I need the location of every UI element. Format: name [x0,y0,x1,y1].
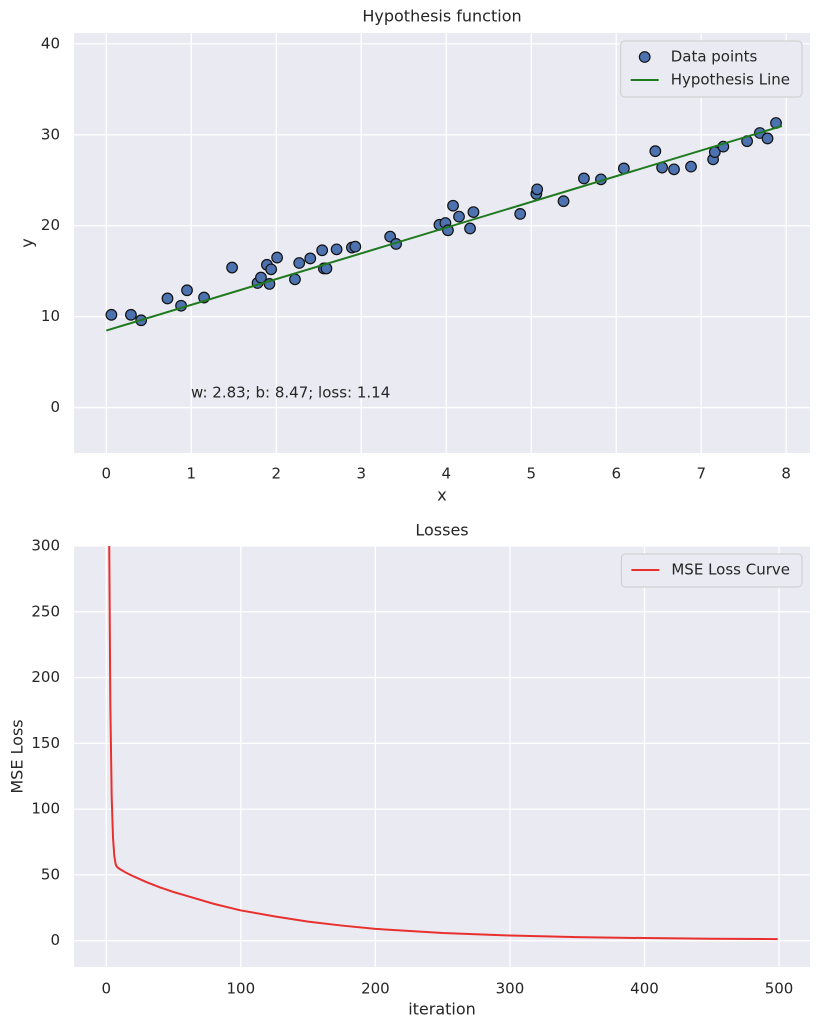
x-tick-label: 4 [441,465,451,483]
data-point [578,172,590,185]
data-point [181,284,193,297]
y-tick-label: 40 [41,34,60,52]
legend: Data points Hypothesis Line [620,40,803,98]
data-point [265,263,278,276]
data-point [293,257,306,269]
y-tick-label: 100 [31,800,60,818]
data-point [447,199,459,212]
y-axis-label: MSE Loss [8,719,27,793]
x-tick-label: 0 [102,465,112,483]
x-tick-label: 7 [696,465,706,483]
y-tick-label: 50 [41,865,60,883]
x-tick-label: 300 [496,980,525,998]
data-point [125,308,137,321]
chart-title: Hypothesis function [362,7,521,26]
y-tick-label: 20 [41,216,60,234]
x-tick-label: 1 [187,465,197,483]
y-tick-label: 150 [31,734,60,752]
line [108,546,778,941]
x-tick-label: 8 [781,465,791,483]
y-axis-label: y [18,238,37,247]
y-tick-label: 250 [31,602,60,620]
plot-area [74,546,810,967]
y-tick-label: 300 [31,537,60,555]
data-point [161,292,174,305]
legend-label: MSE Loss Curve [671,561,790,579]
y-tick-label: 200 [31,668,60,686]
data-point [289,273,301,286]
data-point [464,222,476,235]
data-point [330,243,343,256]
x-tick-label: 3 [356,465,366,483]
x-tick-label: 100 [227,980,256,998]
annotation: w: 2.83; b: 8.47; loss: 1.14 [191,384,390,402]
data-point [304,252,317,265]
line [106,125,783,332]
data-point [649,145,662,158]
data-point [531,183,544,196]
data-point [271,251,284,264]
data-point [226,261,238,274]
legend-box [620,553,803,588]
y-tick-label: 30 [41,125,60,143]
series-layer [108,546,778,941]
x-tick-label: 500 [765,980,794,998]
legend-marker [638,51,651,63]
x-axis-label: x [437,486,446,505]
data-point [668,163,680,176]
x-tick-label: 5 [526,465,536,483]
x-tick-label: 6 [611,465,621,483]
data-point [453,210,465,223]
legend-label: Hypothesis Line [671,71,790,89]
data-point [467,206,480,218]
legend-box [620,40,803,98]
x-tick-label: 200 [361,980,390,998]
x-tick-label: 2 [271,465,281,483]
x-tick-label: 0 [102,980,112,998]
data-point [316,244,329,257]
x-axis-label: iteration [408,1000,476,1019]
data-point [685,160,697,173]
plot-area [74,33,810,453]
legend-label: Data points [671,48,758,66]
data-point [557,195,570,208]
series-layer [105,117,783,332]
data-point [761,132,774,145]
y-tick-label: 10 [41,307,60,325]
chart-title: Losses [415,521,468,540]
y-tick-label: 0 [50,931,60,949]
x-tick-label: 400 [630,980,659,998]
data-point [349,240,362,253]
y-tick-label: 0 [50,398,60,416]
legend: MSE Loss Curve [620,553,803,588]
data-point [514,208,527,220]
data-point [105,308,118,321]
